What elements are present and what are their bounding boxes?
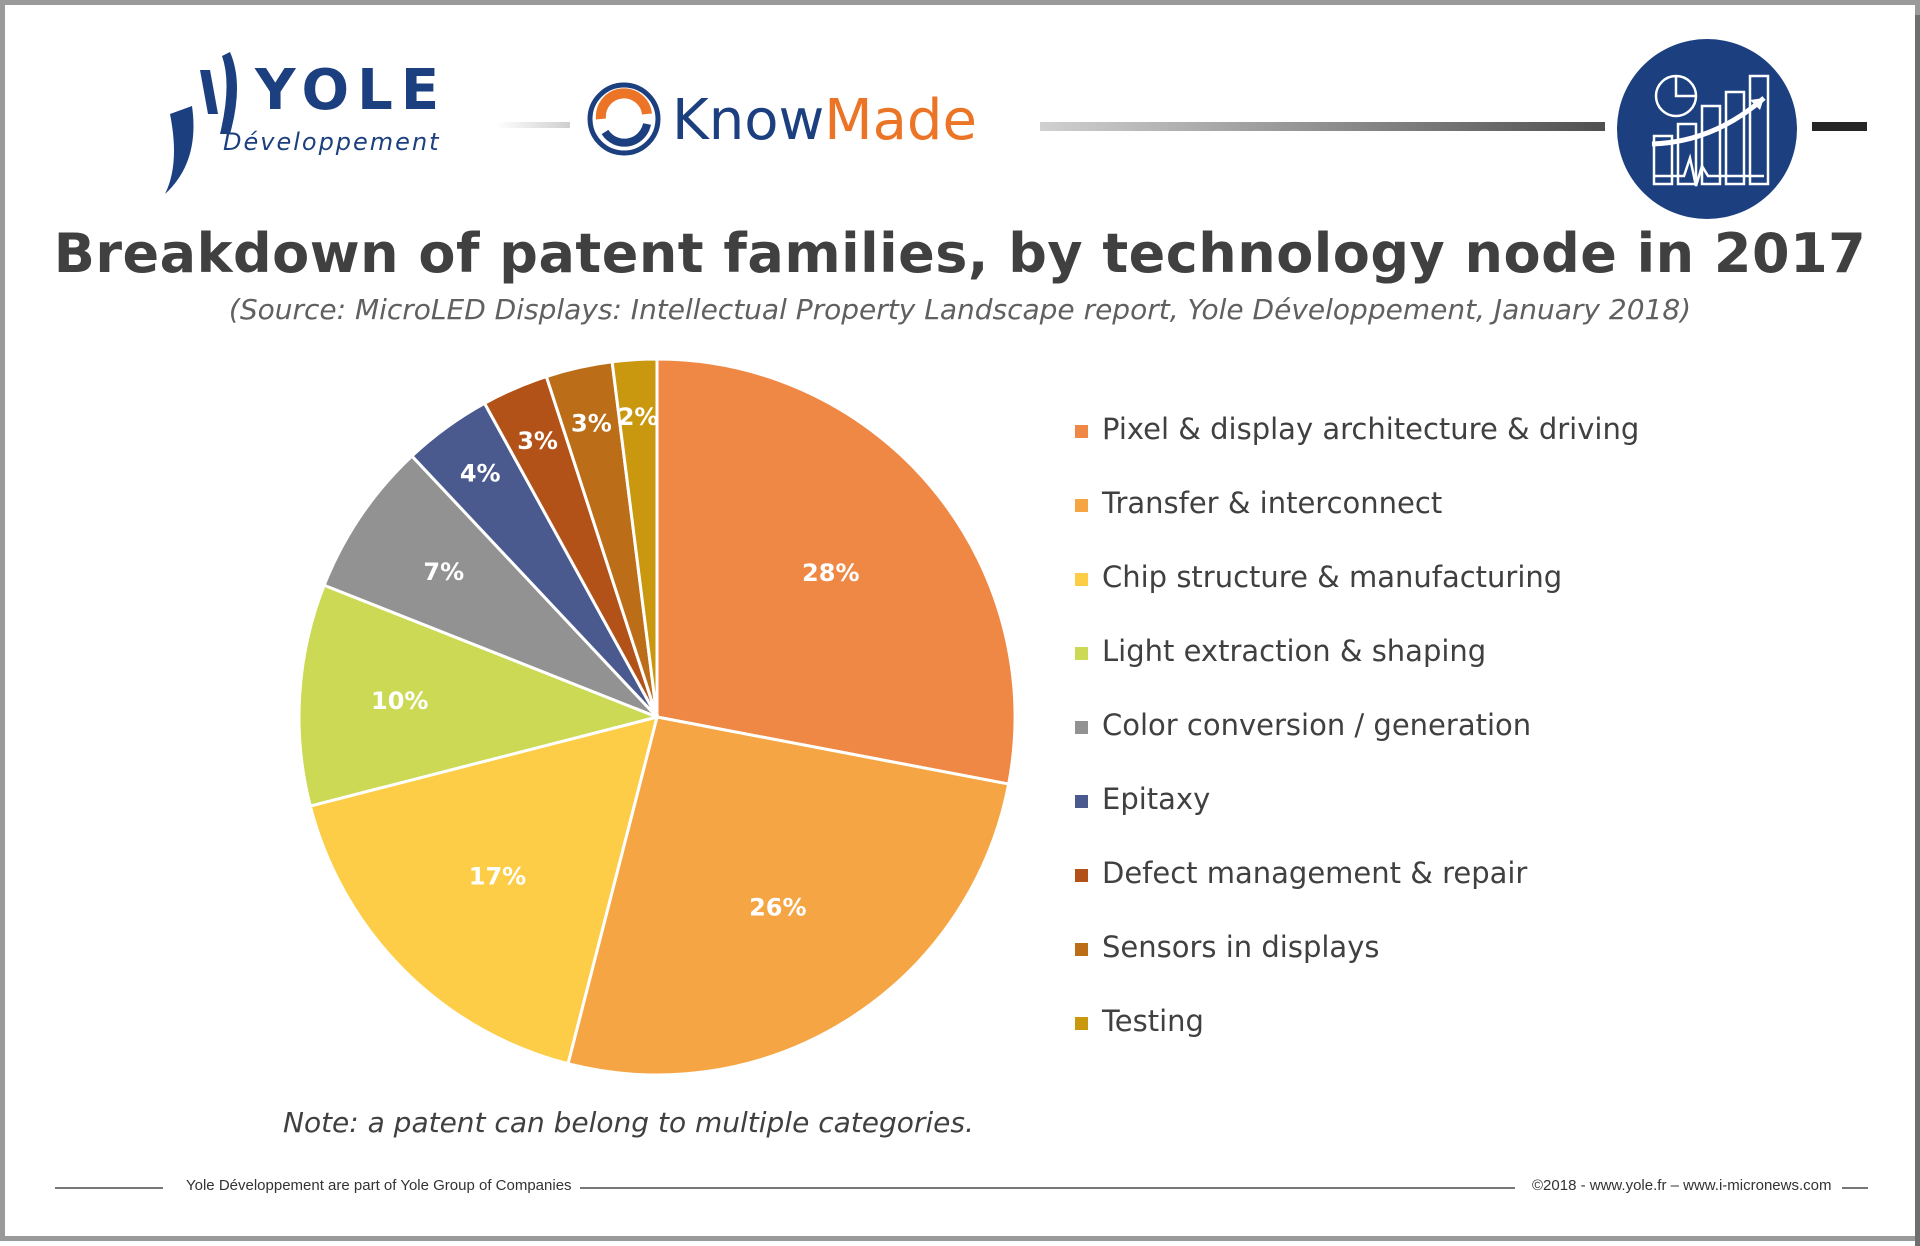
yole-logo	[165, 52, 237, 194]
footer-left-text: Yole Développement are part of Yole Grou…	[186, 1177, 572, 1194]
legend-swatch	[1075, 499, 1088, 512]
pie-slice-label-5: 7%	[423, 558, 464, 586]
legend-label: Chip structure & manufacturing	[1102, 560, 1563, 594]
pie-slice-2	[566, 715, 1011, 1077]
pie-slice-label-2: 26%	[749, 893, 806, 921]
legend-item-5: Color conversion / generation	[1075, 708, 1775, 782]
knowmade-logo-know: Know	[672, 88, 825, 153]
legend-label: Light extraction & shaping	[1102, 634, 1487, 668]
pie-slice-label-7: 3%	[517, 427, 558, 455]
legend-item-7: Defect management & repair	[1075, 856, 1775, 930]
knowmade-logo-icon	[587, 82, 661, 156]
legend-item-8: Sensors in displays	[1075, 930, 1775, 1004]
footer-divider-3	[1842, 1187, 1868, 1189]
legend-label: Testing	[1102, 1004, 1204, 1038]
legend-item-2: Transfer & interconnect	[1075, 486, 1775, 560]
legend-swatch	[1075, 1017, 1088, 1030]
footer-divider-2	[580, 1187, 1515, 1189]
header-divider	[1040, 122, 1605, 131]
yole-logo-subtitle: Développement	[223, 128, 441, 156]
pie-slice-label-4: 10%	[371, 687, 428, 715]
header-divider-left	[495, 122, 570, 128]
legend-item-6: Epitaxy	[1075, 782, 1775, 856]
chart-title: Breakdown of patent families, by technol…	[53, 222, 1867, 285]
legend-label: Color conversion / generation	[1102, 708, 1532, 742]
pie-slice-5	[322, 453, 659, 719]
pie-slice-label-6: 4%	[460, 460, 501, 488]
legend-swatch	[1075, 573, 1088, 586]
header-divider-right	[1812, 122, 1867, 131]
bar-chart-trend-icon	[1617, 39, 1797, 219]
legend-label: Transfer & interconnect	[1102, 486, 1443, 520]
pie-slice-4	[297, 583, 662, 808]
legend-swatch	[1075, 943, 1088, 956]
legend-label: Defect management & repair	[1102, 856, 1528, 890]
legend-item-9: Testing	[1075, 1004, 1775, 1078]
footer-right-text: ©2018 - www.yole.fr – www.i-micronews.co…	[1532, 1177, 1832, 1194]
legend-swatch	[1075, 647, 1088, 660]
pie-slice-label-3: 17%	[469, 862, 526, 890]
pie-slice-label-9: 2%	[618, 403, 659, 431]
pie-chart: 28%26%17%10%7%4%3%3% 2%	[297, 357, 1017, 1077]
legend-label: Sensors in displays	[1102, 930, 1380, 964]
legend-swatch	[1075, 721, 1088, 734]
pie-slice-label-8: 3%	[571, 410, 612, 438]
chart-source: (Source: MicroLED Displays: Intellectual…	[228, 293, 1692, 326]
chart-legend: Pixel & display architecture & driving Tr…	[1075, 412, 1775, 1078]
knowmade-logo-word: KnowMade	[672, 88, 977, 153]
pie-slice-9	[610, 357, 659, 718]
legend-swatch	[1075, 869, 1088, 882]
pie-slice-3	[308, 714, 660, 1066]
legend-label: Pixel & display architecture & driving	[1102, 412, 1640, 446]
chart-note: Note: a patent can belong to multiple ca…	[283, 1106, 974, 1139]
legend-item-4: Light extraction & shaping	[1075, 634, 1775, 708]
legend-swatch	[1075, 425, 1088, 438]
legend-swatch	[1075, 795, 1088, 808]
knowmade-logo-made: Made	[824, 88, 977, 153]
legend-label: Epitaxy	[1102, 782, 1211, 816]
footer-divider-1	[55, 1187, 163, 1189]
pie-slice-label-1: 28%	[802, 559, 859, 587]
pie-slice-1	[655, 357, 1017, 786]
yole-logo-word: YOLE	[255, 58, 448, 123]
legend-item-1: Pixel & display architecture & driving	[1075, 412, 1775, 486]
legend-item-3: Chip structure & manufacturing	[1075, 560, 1775, 634]
